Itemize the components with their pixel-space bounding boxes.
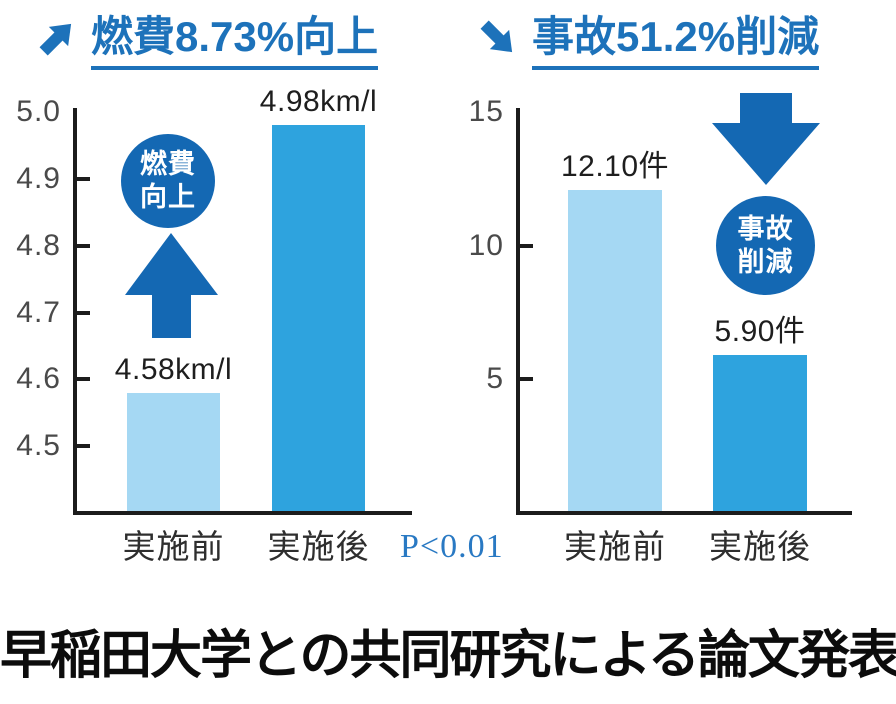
accident-chart-title: 事故51.2%削減 bbox=[532, 12, 820, 70]
p-value-label: P<0.01 bbox=[400, 528, 504, 565]
bar-実施後 bbox=[713, 355, 807, 513]
up-right-arrow-icon bbox=[39, 23, 72, 56]
badge-text-line: 事故 bbox=[737, 213, 794, 244]
y-axis-tick-label: 5.0 bbox=[16, 95, 61, 128]
badge-text-line: 削減 bbox=[737, 246, 794, 277]
fuel-chart-title: 燃費8.73%向上 bbox=[91, 12, 379, 70]
bar-value-label: 5.90件 bbox=[714, 315, 806, 349]
bar-実施前 bbox=[127, 392, 220, 513]
accident-reduction-badge: 事故 削減 bbox=[716, 196, 815, 295]
y-axis-tick-mark bbox=[77, 310, 90, 315]
x-axis-line bbox=[516, 511, 852, 515]
y-axis-line bbox=[73, 108, 77, 515]
y-axis-tick-label: 4.7 bbox=[16, 295, 61, 329]
bar-実施前 bbox=[568, 189, 662, 513]
y-axis-tick-mark bbox=[77, 243, 90, 248]
y-axis-tick-label: 4.9 bbox=[16, 161, 61, 195]
y-axis-tick-mark bbox=[77, 176, 90, 181]
up-arrow-icon bbox=[125, 233, 218, 338]
bar-value-label: 4.58km/l bbox=[114, 352, 233, 386]
y-axis-tick-mark bbox=[77, 444, 90, 449]
y-axis-tick-mark bbox=[520, 377, 533, 382]
x-axis-category-label: 実施後 bbox=[267, 528, 370, 565]
y-axis-tick-label: 4.5 bbox=[16, 429, 61, 463]
caption-title: 早稲田大学との共同研究による論文発表 bbox=[0, 627, 896, 685]
y-axis-tick-mark bbox=[77, 377, 90, 382]
x-axis-line bbox=[73, 511, 412, 515]
fuel-improvement-badge: 燃費 向上 bbox=[121, 134, 215, 228]
x-axis-category-label: 実施後 bbox=[709, 528, 811, 565]
down-right-arrow-icon bbox=[480, 20, 513, 53]
y-axis-tick-label: 4.8 bbox=[16, 228, 61, 262]
badge-text-line: 燃費 bbox=[140, 149, 196, 180]
y-axis-tick-mark bbox=[520, 243, 533, 248]
y-axis-tick-label: 15 bbox=[468, 95, 504, 128]
fuel-chart-header: 燃費8.73%向上 bbox=[36, 12, 379, 70]
accident-chart-header: 事故51.2%削減 bbox=[477, 12, 820, 70]
x-axis-category-label: 実施前 bbox=[122, 528, 225, 565]
y-axis-tick-label: 4.6 bbox=[16, 362, 61, 396]
y-axis-line bbox=[516, 108, 520, 515]
badge-text-line: 向上 bbox=[140, 182, 196, 212]
down-arrow-icon bbox=[712, 93, 820, 185]
x-axis-category-label: 実施前 bbox=[564, 528, 666, 565]
bar-実施後 bbox=[272, 125, 365, 513]
bar-value-label: 12.10件 bbox=[560, 149, 670, 183]
bar-value-label: 4.98km/l bbox=[259, 85, 378, 119]
y-axis-tick-label: 5 bbox=[486, 362, 504, 396]
y-axis-tick-label: 10 bbox=[468, 228, 504, 262]
